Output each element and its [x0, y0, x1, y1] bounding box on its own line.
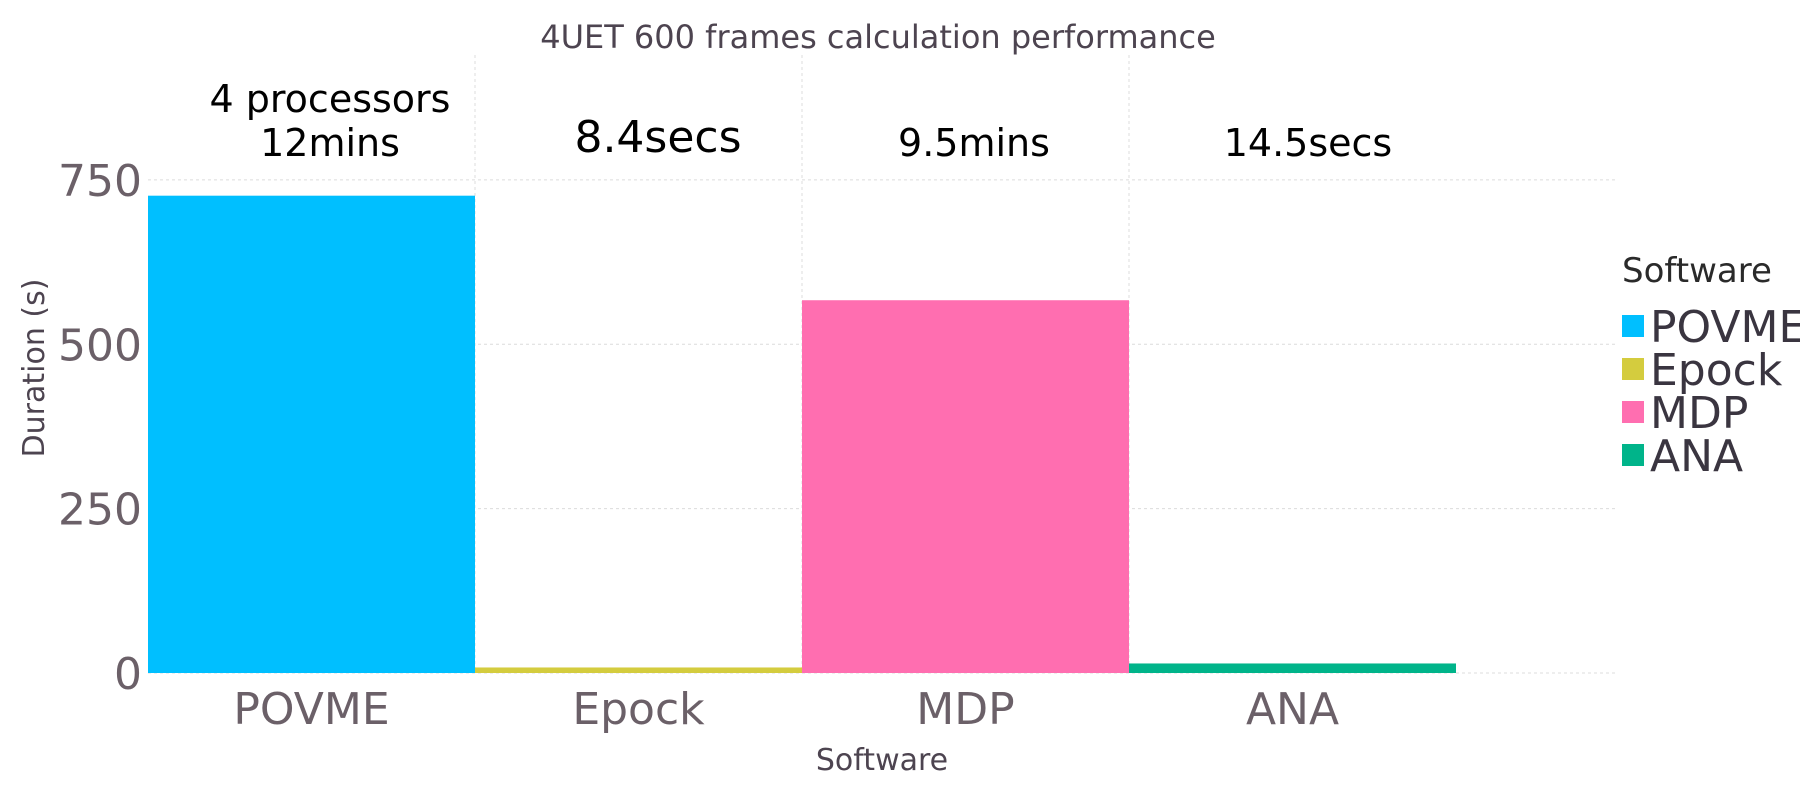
legend-label-ana: ANA — [1650, 431, 1743, 482]
bar-epock — [475, 667, 802, 673]
x-tick-label: MDP — [916, 684, 1014, 735]
y-tick-label: 250 — [58, 485, 142, 536]
bars — [148, 195, 1456, 674]
y-tick-label: 750 — [58, 156, 142, 207]
y-axis-ticks: 0 250 500 750 — [58, 156, 142, 700]
x-axis-label: Software — [816, 743, 948, 778]
y-axis-label: Duration (s) — [17, 279, 52, 458]
bar-annotation: 12mins — [260, 121, 400, 165]
bar-annotation: 4 processors — [210, 77, 451, 121]
legend-title: Software — [1622, 251, 1772, 291]
bar-annotation: 9.5mins — [898, 121, 1050, 165]
x-tick-label: POVME — [233, 684, 389, 735]
bar-mdp — [802, 300, 1129, 673]
bar-annotation: 14.5secs — [1224, 121, 1392, 165]
bar-annotation: 8.4secs — [574, 112, 741, 163]
chart-title: 4UET 600 frames calculation performance — [540, 18, 1216, 56]
x-axis-ticks: POVME Epock MDP ANA — [233, 684, 1339, 735]
legend-label-epock: Epock — [1650, 345, 1783, 396]
legend-label-povme: POVME — [1650, 302, 1800, 353]
legend-swatch-povme — [1622, 315, 1644, 337]
y-tick-label: 0 — [114, 649, 142, 700]
legend-swatch-ana — [1622, 444, 1644, 466]
legend-swatch-mdp — [1622, 401, 1644, 423]
legend-swatch-epock — [1622, 358, 1644, 380]
x-tick-label: ANA — [1246, 684, 1339, 735]
bar-ana — [1129, 663, 1456, 673]
x-tick-label: Epock — [572, 684, 705, 735]
legend-label-mdp: MDP — [1650, 388, 1748, 439]
y-tick-label: 500 — [58, 320, 142, 371]
bar-povme — [148, 195, 475, 674]
